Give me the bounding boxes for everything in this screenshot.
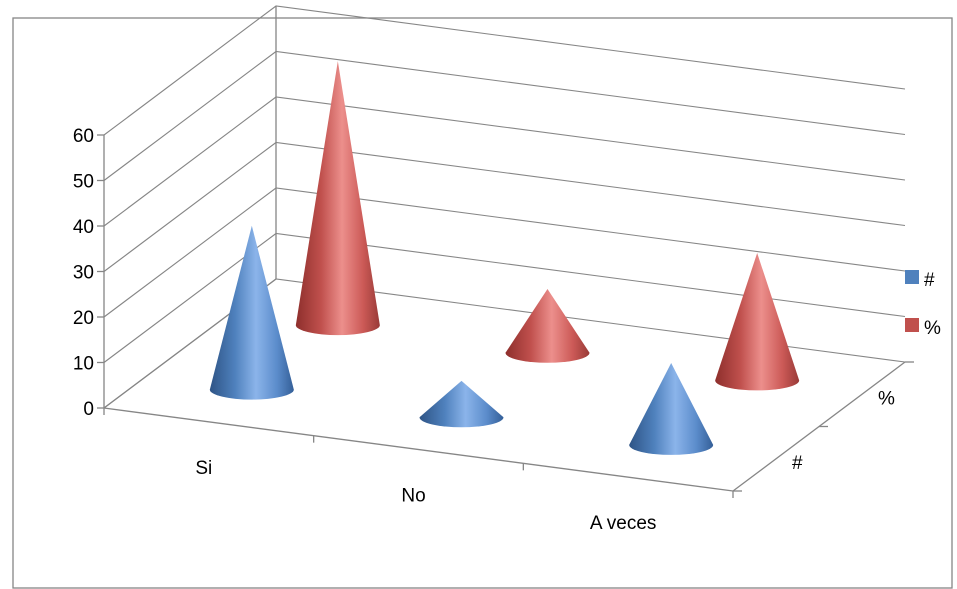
y-tick-label: 60 — [73, 126, 94, 147]
cone-% — [715, 253, 800, 391]
cone-# — [629, 363, 714, 455]
gridline — [103, 278, 906, 409]
legend-swatch — [905, 270, 919, 284]
cone-body — [209, 225, 294, 400]
legend-label: # — [924, 270, 935, 291]
y-tick-label: 50 — [73, 172, 94, 193]
gridline — [103, 141, 906, 272]
gridline — [103, 187, 906, 318]
legend-label: % — [924, 318, 941, 339]
cone-# — [419, 380, 504, 428]
cone-body — [629, 363, 714, 455]
plot-cones — [209, 61, 800, 455]
depth-tick-label: # — [792, 453, 803, 474]
cone-body — [419, 380, 504, 428]
x-tick-label: No — [401, 486, 425, 507]
x-tick-label: A veces — [590, 513, 657, 534]
chart-border — [12, 17, 953, 589]
y-tick-label: 40 — [73, 217, 94, 238]
legend: #% — [905, 270, 941, 339]
cone-body — [295, 61, 380, 336]
cone-body — [505, 289, 590, 363]
y-tick-label: 10 — [73, 354, 94, 375]
gridline — [103, 5, 906, 136]
depth-tick-label: % — [878, 388, 895, 409]
y-tick-label: 30 — [73, 263, 94, 284]
x-tick-label: Si — [195, 458, 212, 479]
axis-labels: Si No A veces #% — [195, 388, 895, 534]
y-axis-ticks: 0 10 20 30 40 50 60 — [73, 126, 914, 498]
gridline — [103, 232, 906, 363]
y-tick-label: 20 — [73, 308, 94, 329]
legend-swatch — [905, 318, 919, 332]
chart-walls — [103, 5, 906, 492]
cone-body — [715, 253, 800, 391]
x-axis-line — [103, 407, 734, 492]
gridline — [103, 50, 906, 181]
y-tick-label: 0 — [83, 399, 94, 420]
cone-# — [209, 225, 294, 400]
cone-% — [295, 61, 380, 336]
gridline — [103, 96, 906, 227]
cone-% — [505, 289, 590, 363]
